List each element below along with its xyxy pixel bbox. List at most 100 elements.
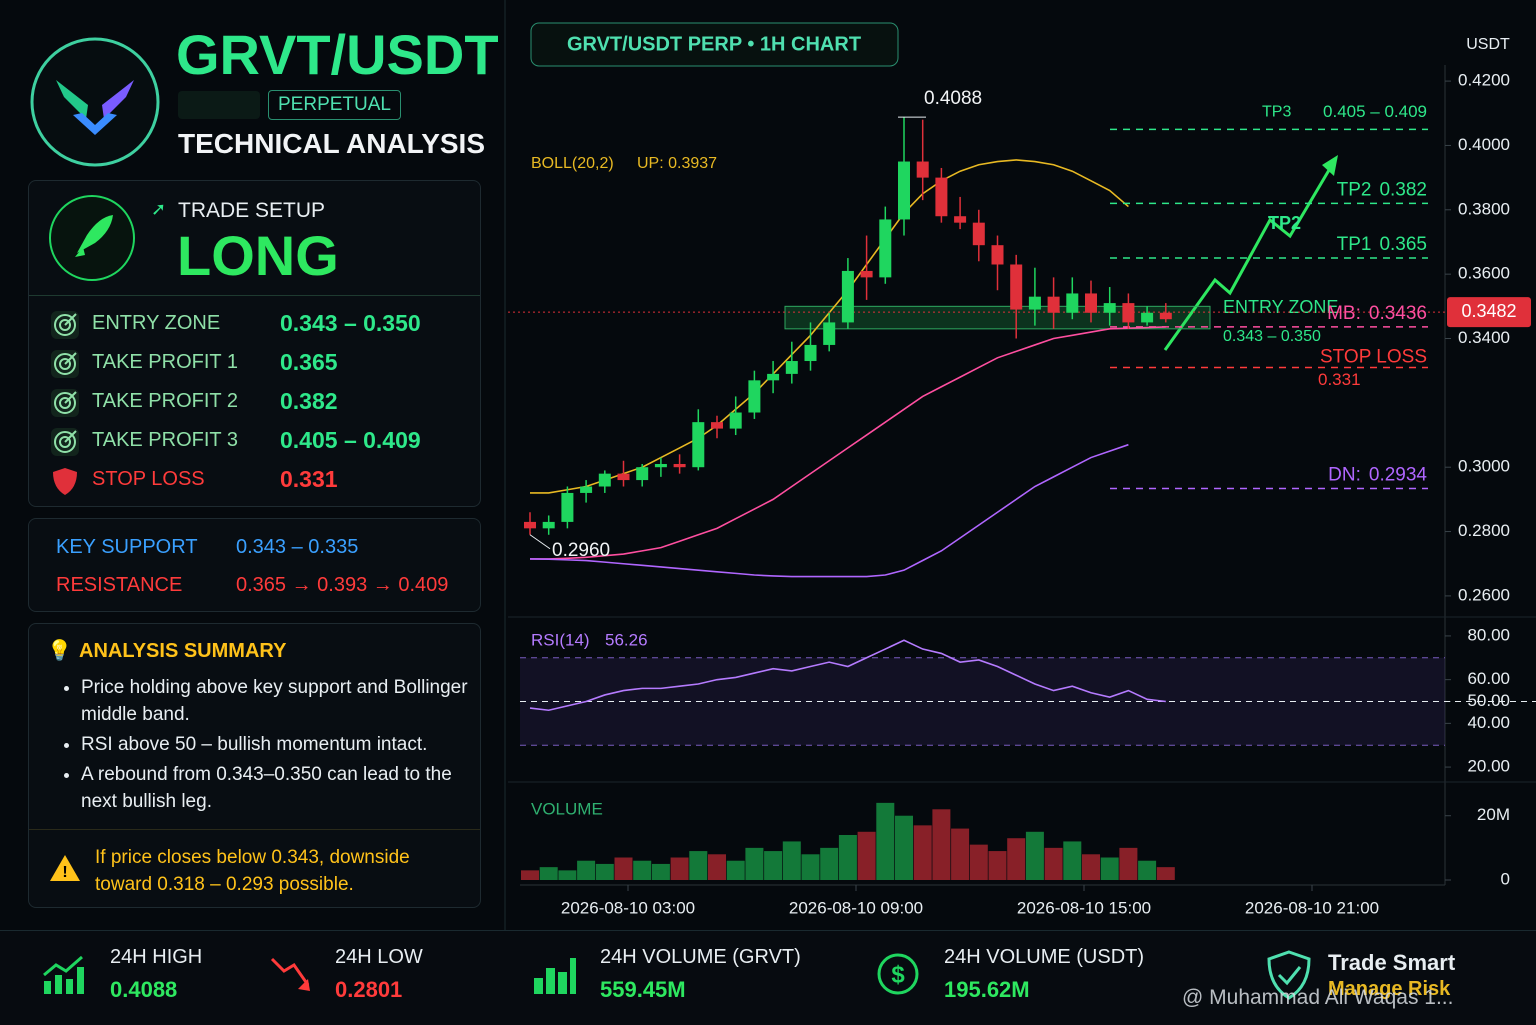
rsi-line <box>529 639 1166 712</box>
setup-label: TAKE PROFIT 2 <box>92 390 238 412</box>
level-label: TP2 <box>1337 179 1372 200</box>
boll-line <box>530 326 1166 560</box>
candle-body <box>580 486 593 493</box>
badge: PERPETUAL <box>268 90 401 120</box>
volume-bar <box>782 841 801 880</box>
stat: 24H VOLUME (USDT) 195.62M <box>944 946 1144 1003</box>
stat: 24H HIGH 0.4088 <box>110 946 202 1003</box>
y-tick-label: 0.3600 <box>1458 264 1510 283</box>
setup-value: 0.365 <box>280 349 338 375</box>
volume-bar <box>614 857 633 880</box>
candle-body <box>673 463 686 468</box>
volume-bar <box>1138 860 1157 880</box>
stat: 24H VOLUME (GRVT) 559.45M <box>600 946 801 1003</box>
trade-setup-panel: ➚ TRADE SETUP LONG <box>28 180 481 507</box>
level-label: TP3 <box>1262 104 1291 121</box>
volume-bar <box>577 860 596 880</box>
y-tick-label: 60.00 <box>1467 669 1510 688</box>
target-icon <box>51 389 79 417</box>
support-label: KEY SUPPORT <box>56 536 198 558</box>
setup-label: ENTRY ZONE <box>92 312 221 334</box>
setup-value: 0.382 <box>280 388 338 414</box>
candle-body <box>636 467 649 481</box>
candle-body <box>898 161 910 220</box>
volume-bar <box>1063 841 1082 880</box>
shield-icon <box>53 468 77 495</box>
volume-bar <box>876 802 895 880</box>
chart-title-box <box>530 22 899 67</box>
y-tick-label: 0 <box>1501 869 1510 888</box>
volume-bar <box>1007 838 1026 880</box>
separator <box>29 295 480 296</box>
y-tick-label: 20M <box>1477 805 1510 824</box>
last-price-box <box>1447 297 1531 328</box>
shield-icon <box>1267 950 1311 1000</box>
candle-body <box>711 422 723 429</box>
volume-bar <box>726 860 745 880</box>
summary-panel: 💡 ANALYSIS SUMMARY Price holding above k… <box>28 623 481 908</box>
boll-label: BOLL(20,2) <box>531 155 614 172</box>
stat-label: 24H VOLUME (GRVT) <box>600 946 801 968</box>
y-tick-label: 0.3800 <box>1458 199 1510 218</box>
rocket-icon <box>49 195 135 281</box>
svg-text:!: ! <box>62 864 67 881</box>
entry-zone-label: ENTRY ZONE <box>1223 297 1338 317</box>
candle-body <box>1159 312 1172 320</box>
volume-bar <box>595 863 614 880</box>
volume-bar <box>670 857 689 880</box>
y-tick-label: 0.3000 <box>1458 457 1510 476</box>
candle-body <box>785 361 798 374</box>
volume-bar <box>820 847 839 880</box>
y-tick-label: 0.2800 <box>1458 521 1510 540</box>
candle-body <box>524 521 536 529</box>
boll-line <box>529 443 1129 578</box>
projection-arrow <box>1163 164 1334 351</box>
bulb-icon: 💡 <box>47 640 72 662</box>
volume-bar <box>951 828 970 880</box>
x-tick-label: 2026-08-10 03:00 <box>561 898 695 917</box>
volume-bar <box>1119 847 1138 880</box>
candle-body <box>1047 296 1060 313</box>
volume-bar <box>857 831 876 880</box>
candle-body <box>935 177 948 217</box>
candle-body <box>598 473 611 487</box>
level-value: 0.382 <box>1379 179 1427 200</box>
volume-bar <box>633 860 652 880</box>
volume-bar <box>838 835 857 880</box>
chart-title: GRVT/USDT PERP • 1H CHART <box>567 33 861 55</box>
annotation: 0.4088 <box>924 88 982 109</box>
badge-blank <box>178 91 260 119</box>
projection-label: TP2 <box>1268 213 1301 233</box>
setup-value: 0.405 – 0.409 <box>280 427 421 453</box>
level-label: MB: <box>1327 303 1361 324</box>
candle-body <box>1122 303 1135 323</box>
stat: 24H LOW 0.2801 <box>335 946 423 1003</box>
annotation: 0.2960 <box>552 540 610 561</box>
level-value: 0.405 – 0.409 <box>1323 102 1427 121</box>
candle-body <box>1066 293 1079 313</box>
volume-bar <box>708 854 726 880</box>
svg-text:$: $ <box>891 961 905 988</box>
x-tick-label: 2026-08-10 21:00 <box>1245 898 1379 917</box>
level-value: 0.2934 <box>1369 464 1428 485</box>
logo <box>30 37 160 167</box>
volume-bar <box>764 851 783 880</box>
volume-bar <box>1100 857 1119 880</box>
candle-body <box>561 492 574 522</box>
target-icon <box>51 311 79 339</box>
bullet: A rebound from 0.343–0.350 can lead to t… <box>81 761 471 815</box>
warning-icon: ! <box>50 855 80 881</box>
y-tick-label: 0.2600 <box>1458 585 1510 604</box>
warning-text: If price closes below 0.343, downside to… <box>95 847 410 895</box>
level-label: TP1 <box>1337 234 1372 255</box>
candle-body <box>729 412 742 429</box>
volume-bar <box>521 870 539 880</box>
target-icon <box>51 350 79 378</box>
stat-value: 0.2801 <box>335 977 403 1002</box>
last-price-label: 0.3482 <box>1461 301 1516 321</box>
setup-label: TAKE PROFIT 1 <box>92 351 238 373</box>
candle-body <box>804 344 817 362</box>
key-levels-panel: KEY SUPPORT 0.343 – 0.335 RESISTANCE 0.3… <box>28 518 481 612</box>
candle-body <box>823 322 836 345</box>
